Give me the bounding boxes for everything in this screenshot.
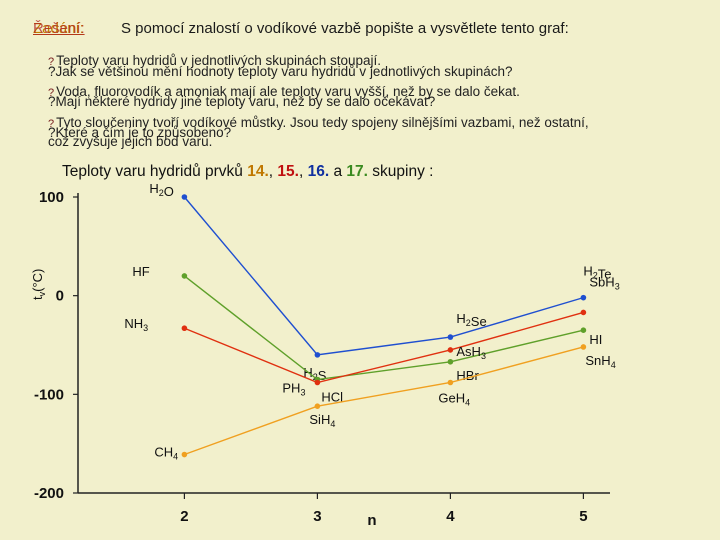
question-marker-icon: ? [48,56,55,68]
data-label-sbh3: SbH3 [589,274,619,291]
data-point-ash3 [447,347,454,353]
header-prompt: S pomocí znalostí o vodíkové vazbě popiš… [121,20,569,37]
data-point-h2se [447,334,454,340]
data-label-h2o: H2O [149,181,174,199]
data-point-hf [181,273,188,279]
chart-title: Teploty varu hydridů prvků 14., 15., 16.… [62,163,433,181]
question-marker-icon: ? [48,87,55,99]
question-line-3: ? Voda, fluorovodík a amoniak mají ale te… [48,84,520,99]
data-label-ph3: PH3 [282,380,305,397]
data-label-nh3: NH3 [124,316,148,333]
x-tick-label: 2 [180,508,188,525]
chart-title-suffix: skupiny : [367,163,434,180]
chart-title-sep: , [268,163,278,180]
x-tick-label: 4 [446,508,455,525]
question-line-5: ? Tyto sloučeniny tvoří vodíkové můstky. … [48,115,589,130]
question-line-6: ?Které a čím je to způsobeno? [48,125,231,140]
question-line-4: ?Mají některé hydridy jiné teploty varu,… [48,94,435,109]
data-point-sbh3 [580,309,587,316]
question-line-2: ?Jak se většinou mění hodnoty teploty va… [48,64,513,79]
answer-line-7: což zvyšuje jejich bod varu. [48,134,212,149]
y-tick-label: 100 [39,189,64,206]
data-point-ph3 [314,379,321,386]
data-point-nh3 [181,325,188,332]
question-line-1: ? Teploty varu hydridů v jednotlivých sku… [48,53,381,68]
data-label-geh4: GeH4 [438,390,470,407]
answer-text: což zvyšuje jejich bod varu. [48,134,213,149]
chart-title-group-16: 16. [307,163,330,180]
data-point-geh4 [447,379,454,386]
y-tick-label: -200 [34,485,64,502]
question-text: Které a čím je to způsobeno? [55,125,232,140]
series-line-group-16 [183,196,584,356]
series-line-group-15 [184,311,584,384]
question-text: Teploty varu hydridů v jednotlivých skup… [56,53,382,68]
question-marker-icon: ? [48,118,55,130]
data-point-h2s [314,352,321,358]
data-label-hf: HF [132,264,149,279]
question-text: Jak se většinou mění hodnoty teploty var… [55,64,513,79]
chart-title-group-15: 15. [277,163,299,180]
data-point-ch4 [181,451,188,458]
chart-title-sep: , [298,163,308,180]
data-label-ash3: AsH3 [456,344,486,361]
chart-title-group-14: 14. [247,163,269,180]
data-label-h2te: H2Te [583,264,611,282]
chart-title-group-17: 17. [346,163,368,180]
question-marker-icon: ? [48,125,56,140]
y-tick-label: 0 [56,288,64,305]
chart-title-prefix: Teploty varu hydridů prvků [62,163,248,180]
question-marker-icon: ? [48,94,56,109]
y-tick-label: -100 [34,386,64,403]
question-text: Tyto sloučeniny tvoří vodíkové můstky. J… [56,115,589,130]
data-point-hi [580,327,587,334]
data-label-hcl: HCl [321,390,343,405]
header-label-zadani: Zadání: [33,20,84,37]
x-tick-label: 5 [579,508,587,525]
data-label-sih4: SiH4 [309,412,335,429]
x-tick-label: 3 [313,508,321,525]
y-axis-label: tv(°C) [30,269,47,300]
data-label-ch4: CH4 [154,445,178,462]
data-label-h2se: H2Se [456,311,486,329]
question-text: Mají některé hydridy jiné teploty varu, … [55,94,436,109]
data-point-h2te [580,294,587,301]
question-text: Voda, fluorovodík a amoniak mají ale tep… [56,84,520,99]
x-axis-label: n [367,512,376,529]
data-point-sih4 [314,403,321,409]
data-label-hi: HI [589,332,602,347]
chart-title-sep: a [329,163,347,180]
data-label-snh4: SnH4 [585,353,615,370]
series-line-group-17 [183,275,584,381]
question-marker-icon: ? [48,64,56,79]
header-label-reseni: Řešení: [33,20,85,37]
data-point-h2o [181,194,188,200]
series-line-group-14 [184,346,584,456]
data-point-snh4 [580,344,587,350]
data-point-hbr [447,358,454,365]
